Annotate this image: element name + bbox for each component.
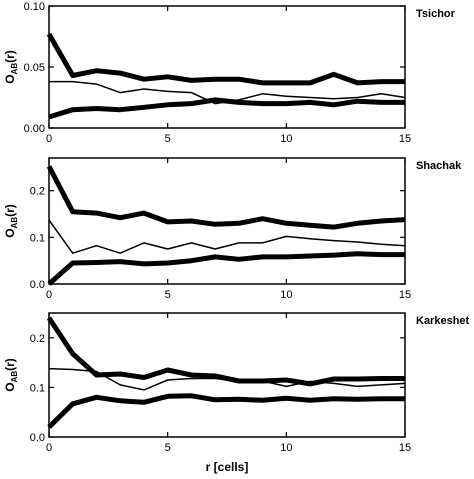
series-line-observed <box>48 219 406 254</box>
x-tick-label: 10 <box>280 289 292 301</box>
y-tick-label: 0.10 <box>24 1 45 13</box>
y-tick-label: 0.1 <box>30 232 45 244</box>
y-axis-label: OAB(r) <box>3 50 19 84</box>
chart-panel-0: 0 5 10 15 0.00 0.05 0.10 Tsichor OAB(r) <box>3 1 456 145</box>
x-tick-label: 0 <box>46 442 52 454</box>
series-line-lower <box>47 251 405 286</box>
y-tick-label: 0.0 <box>30 279 45 291</box>
x-tick-label: 5 <box>165 289 171 301</box>
series-line-observed <box>48 367 406 391</box>
x-tick-label: 0 <box>46 289 52 301</box>
y-tick-label: 0.1 <box>30 382 45 394</box>
x-tick-label: 15 <box>399 289 411 301</box>
y-axis-label: OAB(r) <box>3 358 19 392</box>
chart-panel-2: 0 5 10 15 0.0 0.1 0.2 Karkeshet OAB(r) r [cells] <box>3 312 470 474</box>
x-tick-label: 5 <box>165 442 171 454</box>
x-tick-label: 10 <box>280 133 292 145</box>
x-tick-label: 5 <box>165 133 171 145</box>
series-line-lower <box>48 97 405 120</box>
series-line-upper <box>46 316 405 387</box>
panel-title: Tsichor <box>416 8 456 20</box>
x-tick-label: 0 <box>46 133 52 145</box>
y-tick-label: 0.0 <box>30 432 45 444</box>
plot-frame <box>48 157 406 285</box>
x-tick-label: 15 <box>399 133 411 145</box>
y-tick-label: 0.2 <box>30 333 45 345</box>
x-tick-label: 15 <box>399 442 411 454</box>
y-tick-label: 0.00 <box>24 123 45 135</box>
y-tick-label: 0.05 <box>24 62 45 74</box>
panel-title: Shachak <box>416 160 462 172</box>
x-tick-label: 10 <box>280 442 292 454</box>
panel-title: Karkeshet <box>416 315 470 327</box>
y-tick-label: 0.2 <box>30 186 45 198</box>
series-line-lower <box>47 393 405 429</box>
chart-panel-1: 0 5 10 15 0.0 0.1 0.2 Shachak OAB(r) <box>3 157 462 301</box>
plot-frame <box>48 312 406 438</box>
series-line-upper <box>46 165 406 230</box>
x-axis-label: r [cells] <box>206 460 249 474</box>
y-axis-label: OAB(r) <box>3 204 19 238</box>
series-line-upper <box>46 32 405 86</box>
